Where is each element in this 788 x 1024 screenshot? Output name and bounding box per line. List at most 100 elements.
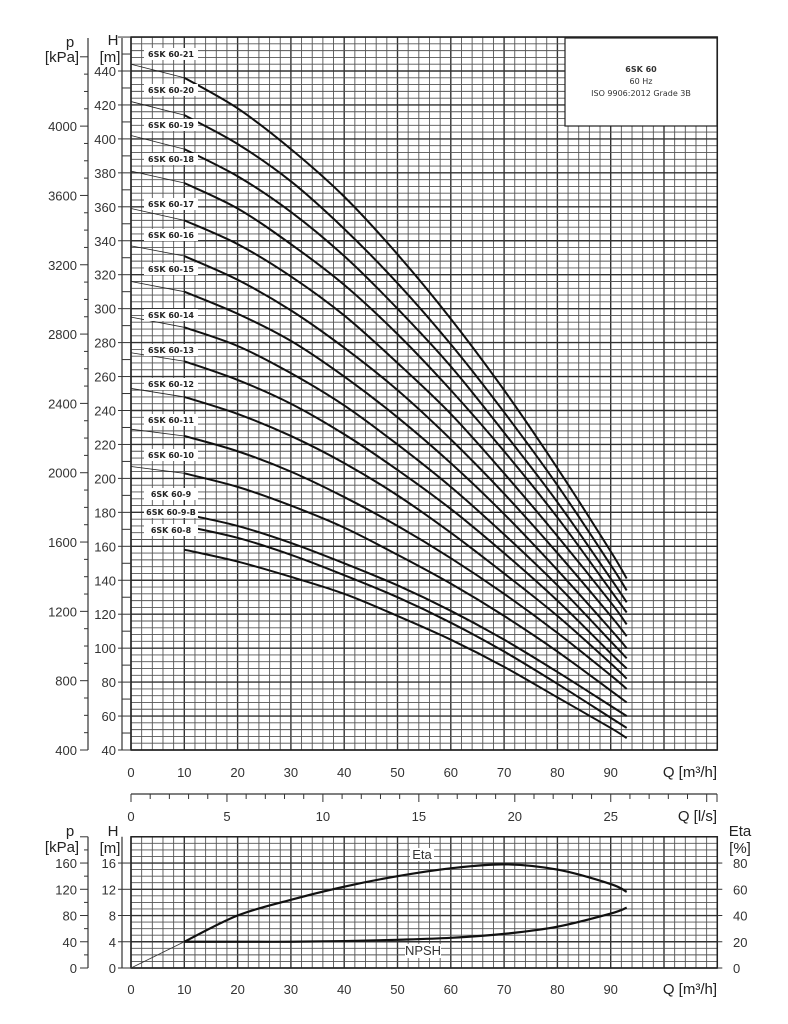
q-tick-label: 90 — [603, 765, 617, 780]
curve-label: 6SK 60-8 — [151, 526, 192, 535]
eta-axis-unit: [%] — [729, 840, 751, 857]
p-axis-title: p — [66, 34, 74, 51]
curve-label: 6SK 60-17 — [148, 200, 194, 209]
head-curve-6sk-60-21 — [183, 76, 628, 580]
bottom-p-tick-label: 80 — [63, 909, 77, 924]
h-tick-label: 400 — [94, 132, 116, 147]
p-tick-label: 2400 — [48, 396, 77, 411]
eta-curve-label: Eta — [412, 847, 432, 862]
curve-shutoff-segment — [130, 428, 185, 437]
curve-label: 6SK 60-16 — [148, 231, 194, 240]
h-tick-label: 340 — [94, 234, 116, 249]
main-x-axis-title: Q [m³/h] — [663, 764, 717, 781]
curve-label-background — [144, 309, 198, 321]
bottom-plot-frame — [130, 836, 719, 969]
curve-label: 6SK 60-13 — [148, 346, 194, 355]
bottom-h-tick-label: 16 — [102, 856, 116, 871]
ls-axis-title: Q [l/s] — [678, 808, 717, 825]
q-tick-label: 70 — [497, 765, 511, 780]
head-curve-6sk-60-18 — [183, 182, 628, 614]
bottom-q-tick-label: 0 — [127, 982, 134, 997]
p-tick-label: 3600 — [48, 188, 77, 203]
legend-standard: ISO 9906:2012 Grade 3B — [591, 89, 691, 98]
h-tick-label: 160 — [94, 539, 116, 554]
p-tick-label: 3200 — [48, 258, 77, 273]
h-tick-label: 60 — [102, 709, 116, 724]
h-tick-label: 120 — [94, 607, 116, 622]
p-tick-label: 800 — [55, 674, 77, 689]
head-curve-6sk-60-15 — [183, 290, 628, 649]
curve-shutoff-segment — [130, 281, 185, 293]
bottom-h-axis-title: H — [108, 823, 119, 840]
head-curve-6sk-60-19 — [183, 148, 628, 603]
npsh-label-background — [405, 944, 441, 958]
head-curve-6sk-60-16 — [183, 255, 628, 637]
bottom-grid — [130, 836, 719, 969]
p-tick-label: 1200 — [48, 604, 77, 619]
bottom-h-tick-label: 8 — [109, 909, 116, 924]
bottom-h-tick-label: 12 — [102, 882, 116, 897]
legend-frequency: 60 Hz — [630, 77, 653, 86]
q-tick-label: 30 — [284, 765, 298, 780]
q-tick-label: 20 — [230, 765, 244, 780]
curve-label-background — [144, 524, 198, 536]
h-tick-label: 240 — [94, 404, 116, 419]
head-curve-6sk-60-9 — [184, 513, 628, 717]
bottom-q-tick-label: 30 — [284, 982, 298, 997]
curve-label: 6SK 60-19 — [148, 121, 194, 130]
curve-label-background — [144, 378, 198, 390]
bottom-q-tick-label: 20 — [230, 982, 244, 997]
curve-label: 6SK 60-21 — [148, 50, 194, 59]
head-curve-6sk-60-20 — [183, 114, 628, 591]
ls-tick-label: 10 — [316, 809, 330, 824]
h-tick-label: 300 — [94, 302, 116, 317]
q-tick-label: 10 — [177, 765, 191, 780]
h-tick-label: 40 — [102, 743, 116, 758]
curve-shutoff-segment — [130, 63, 185, 79]
curve-label-background — [144, 84, 198, 96]
bottom-h-axis-unit: [m] — [100, 840, 121, 857]
curve-label: 6SK 60-15 — [148, 265, 194, 274]
curve-label-background — [144, 344, 198, 356]
flow-ls-axis: 0 5 10 15 20 25 — [127, 793, 718, 824]
h-tick-label: 280 — [94, 336, 116, 351]
legend-box: 6SK 60 60 Hz ISO 9906:2012 Grade 3B — [564, 37, 718, 127]
bottom-p-tick-label: 40 — [63, 935, 77, 950]
h-tick-label: 420 — [94, 98, 116, 113]
curve-label: 6SK 60-12 — [148, 380, 194, 389]
curve-label: 6SK 60-18 — [148, 155, 194, 164]
h-axis-title: H — [108, 32, 119, 49]
bottom-q-tick-label: 90 — [603, 982, 617, 997]
curve-shutoff-segment — [130, 466, 185, 474]
curve-label-background — [144, 449, 198, 461]
h-tick-label: 100 — [94, 641, 116, 656]
head-curve-6sk-60-14 — [183, 326, 628, 660]
bottom-p-tick-label: 120 — [55, 882, 77, 897]
p-axis-unit: [kPa] — [45, 49, 79, 66]
h-tick-label: 440 — [94, 64, 116, 79]
bottom-q-tick-label: 70 — [497, 982, 511, 997]
h-tick-label: 320 — [94, 268, 116, 283]
curve-label-background — [144, 488, 198, 500]
curve-shutoff-segment — [130, 352, 185, 362]
bottom-x-axis-title: Q [m³/h] — [663, 981, 717, 998]
bottom-h-tick-label: 0 — [109, 961, 116, 976]
head-curves — [130, 63, 628, 739]
legend-box-frame — [564, 37, 718, 127]
p-tick-label: 2800 — [48, 327, 77, 342]
h-tick-label: 180 — [94, 505, 116, 520]
bottom-p-axis-unit: [kPa] — [45, 839, 79, 856]
curve-label-background — [144, 119, 198, 131]
eta-curve — [183, 863, 628, 943]
bottom-p-tick-label: 160 — [55, 856, 77, 871]
eta-label-background — [410, 848, 434, 861]
curve-label-background — [144, 263, 198, 275]
curve-label-background — [144, 506, 198, 518]
eta-tick-label: 80 — [733, 856, 747, 871]
head-curve-6sk-60-17 — [183, 219, 628, 625]
bottom-q-tick-label: 50 — [390, 982, 404, 997]
h-axis-unit: [m] — [100, 49, 121, 66]
h-tick-label: 200 — [94, 471, 116, 486]
